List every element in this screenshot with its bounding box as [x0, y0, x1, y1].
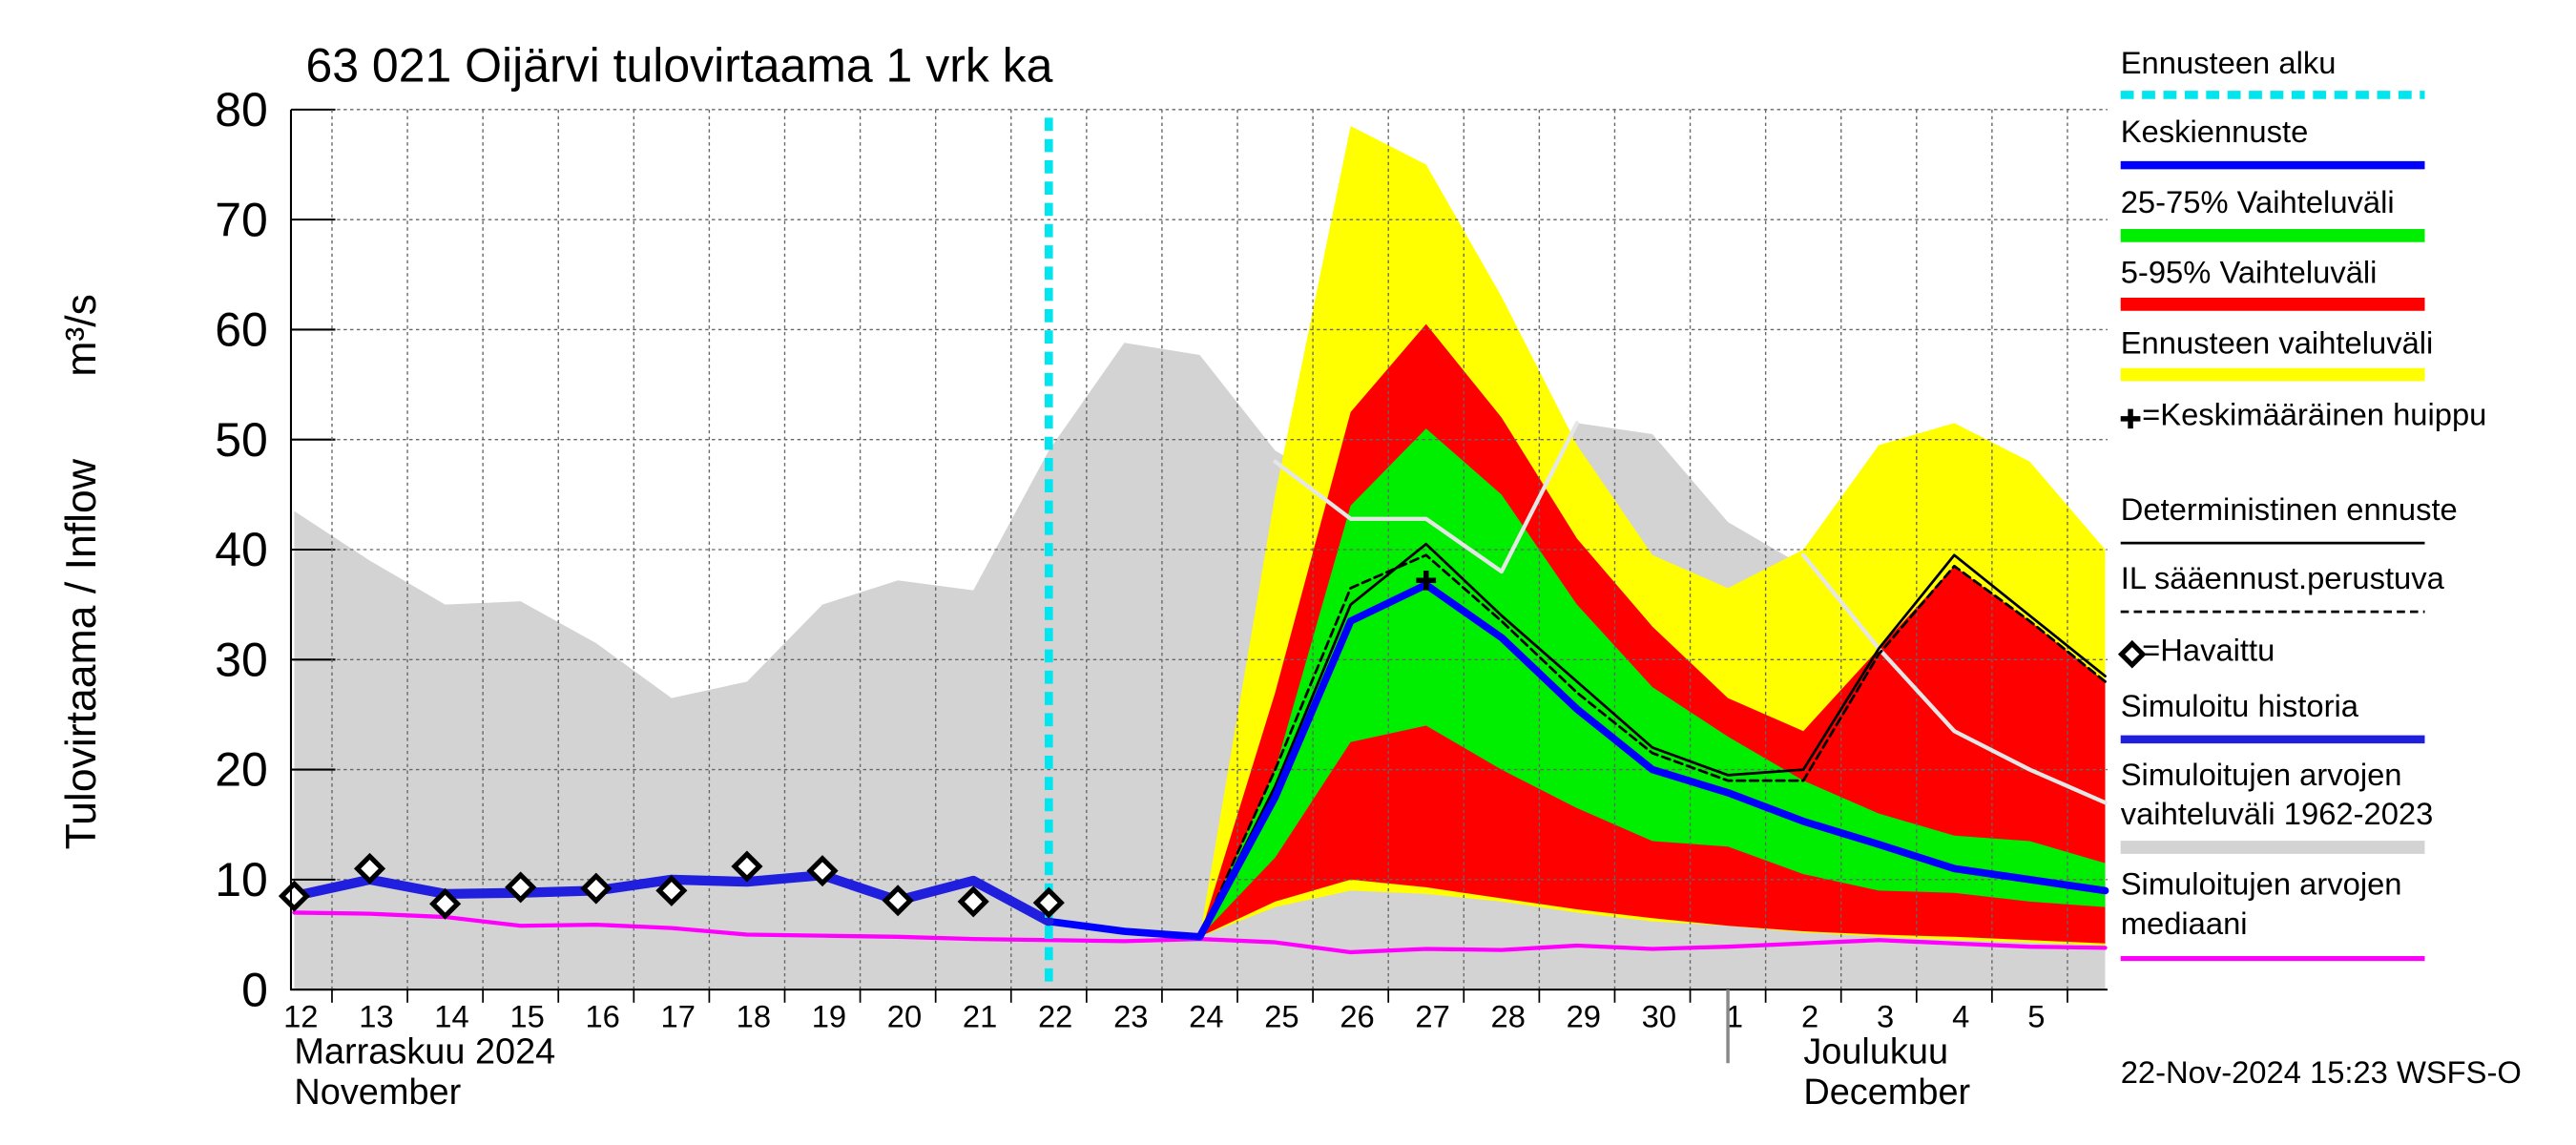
x-tick-label: 17	[661, 999, 696, 1034]
line	[1198, 542, 2107, 939]
x-tick-label: 4	[1952, 999, 1969, 1034]
y-tick-label: 20	[215, 743, 268, 797]
observed-marker	[655, 874, 688, 906]
observed-marker	[278, 880, 311, 912]
legend-label: Keskiennuste	[2120, 115, 2309, 151]
legend-entry: Ennusteen vaihteluväli	[2120, 326, 2434, 362]
observed-marker	[429, 887, 462, 920]
peak-marker	[1416, 570, 1437, 591]
legend-entry: =Havaittu	[2142, 635, 2275, 670]
line	[1198, 553, 2107, 939]
x-tick-label: 27	[1415, 999, 1449, 1034]
observed-marker	[2117, 639, 2147, 669]
legend-entry: Keskiennuste	[2120, 115, 2309, 151]
y-tick-label: 70	[215, 193, 268, 246]
legend-label: IL sääennust.perustuva	[2120, 562, 2444, 597]
y-tick-label: 50	[215, 413, 268, 467]
observed-marker	[731, 850, 763, 883]
legend-entry: Simuloitujen arvojen vaihteluväli 1962-2…	[2120, 759, 2434, 833]
x-tick-label: 21	[963, 999, 997, 1034]
x-tick-label: 14	[434, 999, 468, 1034]
legend-label: Ennusteen vaihteluväli	[2120, 326, 2434, 362]
legend-entry: =Keskimääräinen huippu	[2142, 399, 2487, 434]
y-tick-label: 30	[215, 634, 268, 687]
x-tick-label: 13	[359, 999, 393, 1034]
x-tick-label: 12	[283, 999, 318, 1034]
legend-entry: Simuloitujen arvojen mediaani	[2120, 868, 2402, 943]
y-tick-label: 40	[215, 523, 268, 576]
chart-title: 63 021 Oijärvi tulovirtaama 1 vrk ka	[305, 39, 1052, 93]
observed-marker	[882, 885, 914, 917]
month-label-en: December	[1803, 1072, 1970, 1113]
month-label-en: November	[294, 1072, 461, 1113]
x-tick-label: 30	[1642, 999, 1676, 1034]
x-tick-label: 24	[1189, 999, 1223, 1034]
y-axis-label: Tulovirtaama / Inflow	[58, 458, 105, 849]
x-tick-label: 15	[509, 999, 544, 1034]
legend-label: =Keskimääräinen huippu	[2142, 399, 2487, 434]
legend-label: 5-95% Vaihteluväli	[2120, 257, 2378, 292]
legend-label: Ennusteen alku	[2120, 47, 2337, 82]
x-tick-label: 20	[887, 999, 922, 1034]
x-tick-label: 25	[1264, 999, 1298, 1034]
legend-label: Simuloitu historia	[2120, 690, 2358, 725]
line	[1045, 581, 2109, 941]
month-label: Marraskuu 2024	[294, 1031, 555, 1072]
x-tick-label: 5	[2027, 999, 2045, 1034]
x-tick-label: 16	[585, 999, 619, 1034]
x-tick-label: 22	[1038, 999, 1072, 1034]
line	[1273, 421, 2108, 805]
observed-marker	[580, 872, 613, 905]
y-axis-unit: m³/s	[58, 294, 105, 377]
timestamp: 22-Nov-2024 15:23 WSFS-O	[2121, 1054, 2522, 1090]
legend-entry: Deterministinen ennuste	[2120, 493, 2458, 529]
legend-label: Simuloitujen arvojen vaihteluväli 1962-2…	[2120, 759, 2434, 833]
x-tick-label: 28	[1491, 999, 1526, 1034]
observed-marker	[1032, 886, 1065, 919]
peak-marker	[2120, 408, 2141, 429]
legend-label: =Havaittu	[2142, 635, 2275, 670]
legend-entry: Simuloitu historia	[2120, 690, 2358, 725]
observed-marker	[806, 855, 839, 887]
legend-entry: Ennusteen alku	[2120, 47, 2337, 82]
x-tick-label: 1	[1726, 999, 1743, 1034]
legend-label: 25-75% Vaihteluväli	[2120, 186, 2395, 221]
observed-marker	[957, 885, 989, 918]
legend-entry: 5-95% Vaihteluväli	[2120, 257, 2378, 292]
legend: Ennusteen alku Keskiennuste 25-75% Vaihtel…	[2117, 47, 2487, 962]
observed-marker	[353, 852, 386, 885]
legend-label: Simuloitujen arvojen mediaani	[2120, 868, 2402, 943]
x-tick-label: 29	[1567, 999, 1601, 1034]
x-tick-label: 19	[812, 999, 846, 1034]
axis-frame	[289, 109, 2108, 991]
legend-entry: 25-75% Vaihteluväli	[2120, 186, 2395, 221]
y-tick-label: 60	[215, 303, 268, 357]
y-tick-label: 0	[241, 963, 268, 1016]
observed-marker	[505, 871, 537, 904]
x-tick-label: 26	[1340, 999, 1374, 1034]
y-tick-label: 10	[215, 853, 268, 906]
month-label: Joulukuu	[1803, 1031, 1948, 1072]
x-tick-label: 23	[1113, 999, 1148, 1034]
x-tick-label: 3	[1877, 999, 1894, 1034]
x-tick-label: 2	[1801, 999, 1818, 1034]
y-tick-label: 80	[215, 83, 268, 136]
x-tick-label: 18	[737, 999, 771, 1034]
legend-label: Deterministinen ennuste	[2120, 493, 2458, 529]
legend-entry: IL sääennust.perustuva	[2120, 562, 2444, 597]
